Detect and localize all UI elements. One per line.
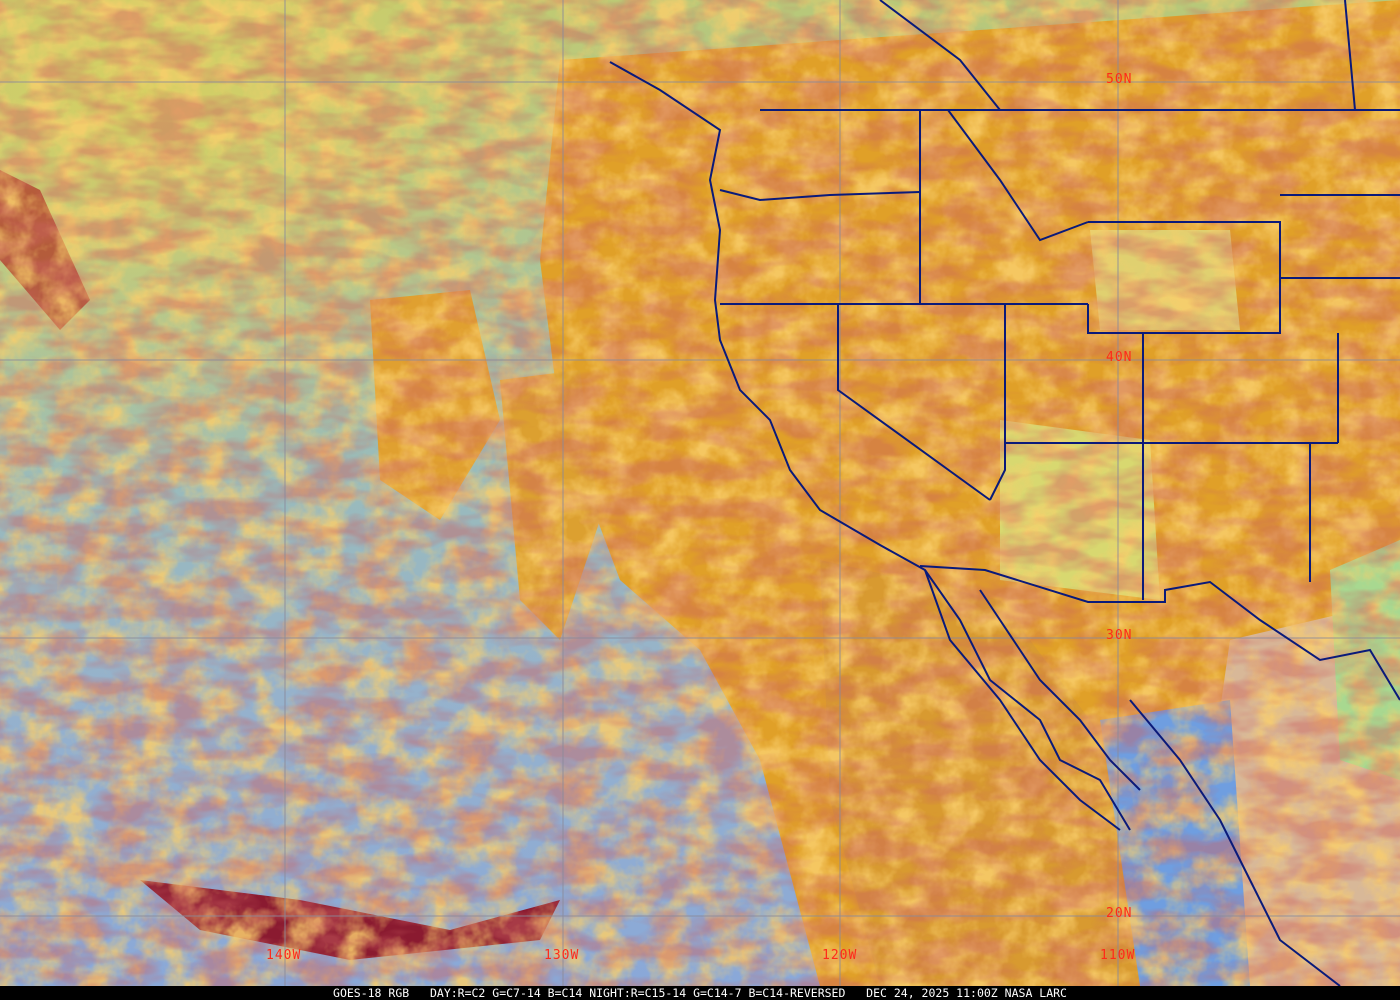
lon-label-140w: 140W [266,948,302,963]
us-mexico-border [919,565,1400,701]
baja-gulf-coast [979,589,1141,791]
caption-datetime: DEC 24, 2025 11:00Z [866,986,998,1000]
wa-or-border [719,189,921,202]
lat-label-40n: 40N [1106,350,1133,365]
image-caption-bar: GOES-18 RGB DAY:R=C2 G=C7-14 B=C14 NIGHT… [0,986,1400,1000]
nevada-ca-border [837,304,991,501]
mexico-coast [1129,699,1341,986]
caption-source: NASA LARC [1004,986,1067,1000]
caption-recipe: DAY:R=C2 G=C7-14 B=C14 NIGHT:R=C15-14 G=… [429,986,846,1000]
baja-west-coast [924,569,1121,831]
caption-satellite: GOES-18 RGB [333,986,410,1000]
lon-label-110w: 110W [1100,948,1136,963]
lon-label-130w: 130W [544,948,580,963]
coastline-west [609,61,1131,831]
lat-label-20n: 20N [1106,906,1133,921]
nevada-utah-border [989,304,1006,501]
canada-provinces [879,0,1356,111]
idaho-montana-border [947,109,1089,242]
lat-label-30n: 30N [1106,628,1133,643]
lon-label-120w: 120W [822,948,858,963]
lat-label-50n: 50N [1106,72,1133,87]
co-border [1280,194,1400,443]
political-borders [609,0,1400,986]
utah-wyoming [1087,221,1281,334]
